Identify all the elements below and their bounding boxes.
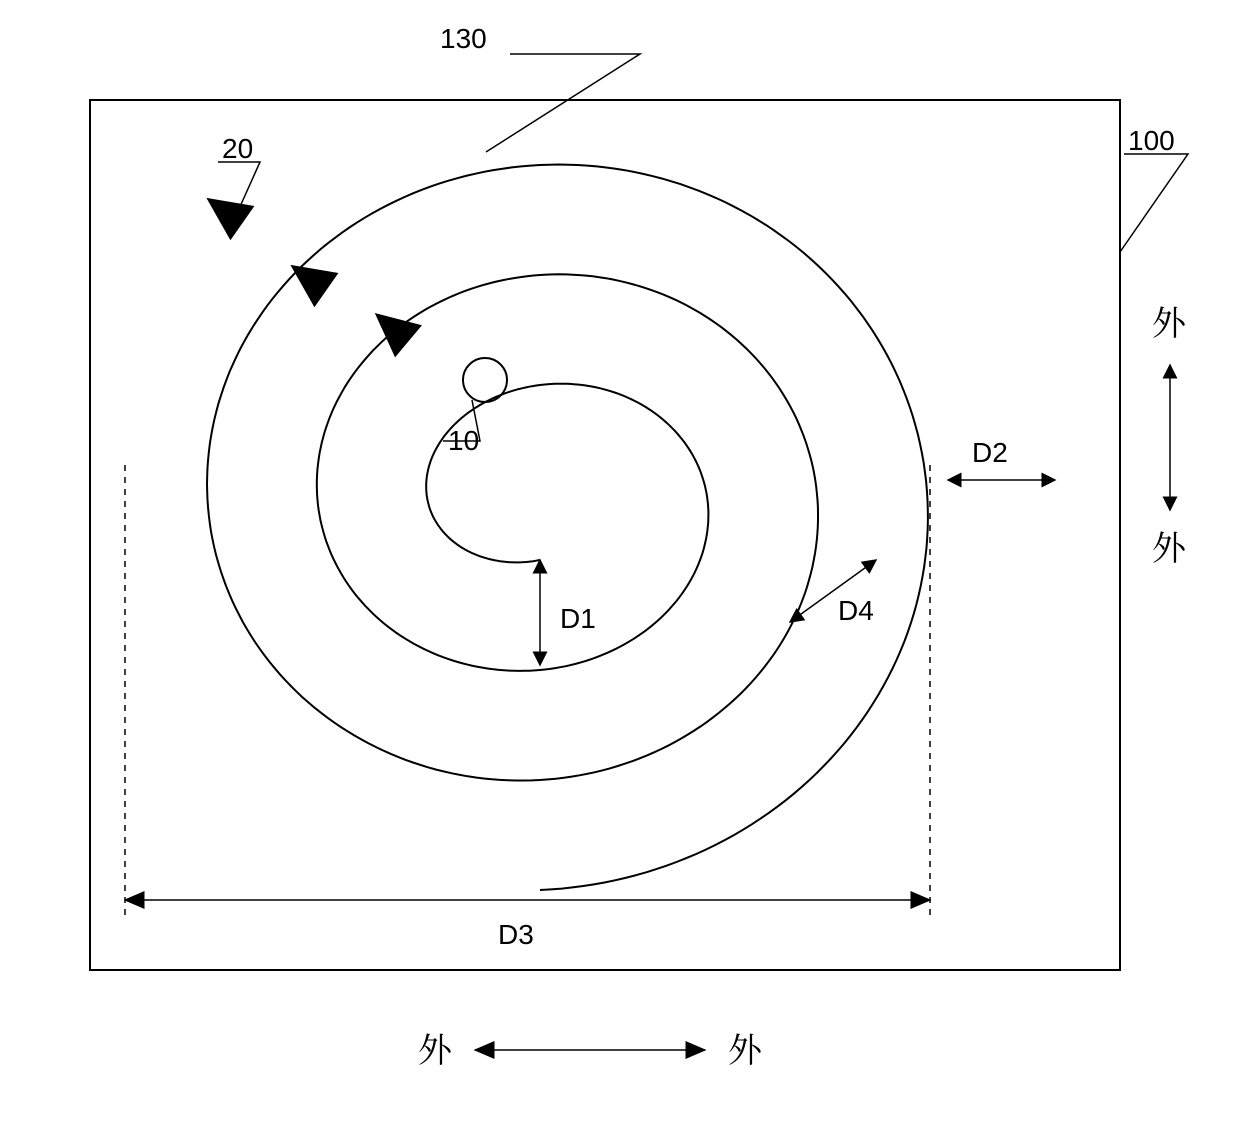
label-130: 130 <box>440 23 487 54</box>
spiral-arrow-icon <box>278 248 338 307</box>
label-20: 20 <box>222 133 253 164</box>
dim-D4-label: D4 <box>838 595 874 626</box>
spiral-direction-arrows <box>194 181 422 358</box>
wai-bottom-right: 外 <box>1152 521 1187 570</box>
wai-bottom-right2: 外 <box>728 1023 763 1072</box>
marker-circle-10 <box>463 358 507 402</box>
spiral-arrow-icon <box>361 297 422 357</box>
dim-D3-label: D3 <box>498 919 534 950</box>
wai-bottom-left: 外 <box>418 1023 453 1072</box>
label-100: 100 <box>1128 125 1175 156</box>
outer-frame <box>90 100 1120 970</box>
spiral-arrow-icon <box>194 181 254 240</box>
wai-top-right: 外 <box>1152 296 1187 345</box>
dim-D2-label: D2 <box>972 437 1008 468</box>
leader-130 <box>486 54 640 152</box>
dim-D1-label: D1 <box>560 603 596 634</box>
leader-100 <box>1120 154 1188 252</box>
